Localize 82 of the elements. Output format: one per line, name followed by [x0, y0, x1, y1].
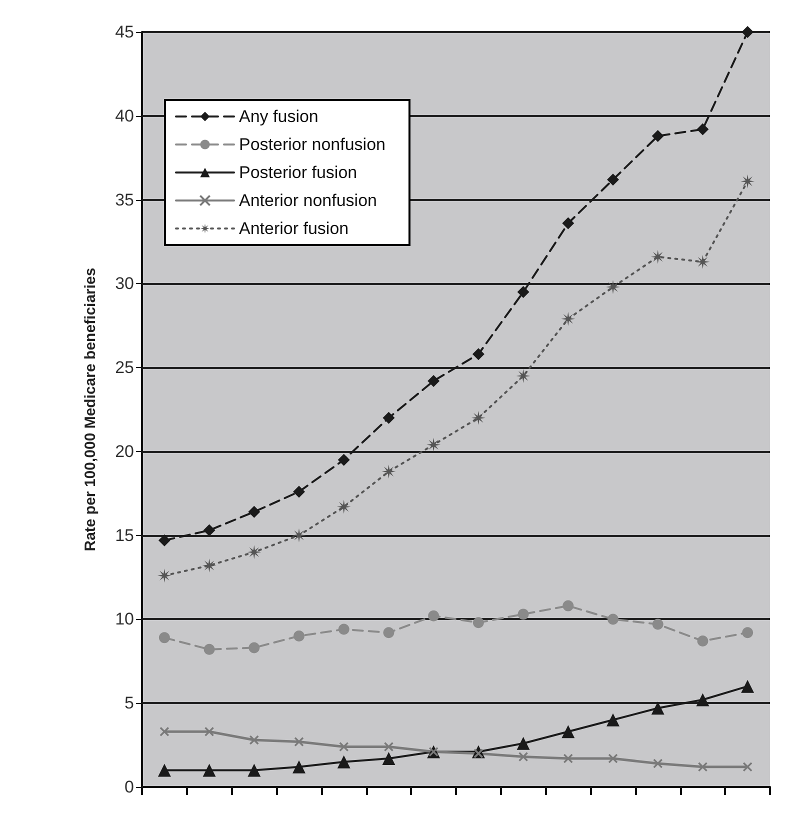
point: [562, 217, 574, 230]
point: [248, 764, 261, 777]
point: [606, 713, 620, 726]
y-tick-label: 5: [124, 694, 134, 713]
point: [202, 764, 216, 777]
point: [428, 374, 440, 387]
point: [158, 632, 170, 644]
point: [562, 600, 574, 612]
legend-label: Posterior nonfusion: [239, 135, 386, 154]
point: [608, 614, 618, 625]
point: [652, 130, 664, 142]
point: [248, 642, 260, 654]
point: [247, 545, 262, 560]
point: [338, 624, 350, 635]
point: [742, 762, 752, 772]
point: [337, 755, 350, 768]
point: [516, 368, 530, 383]
point: [382, 752, 396, 765]
point: [338, 454, 350, 466]
point: [248, 506, 260, 518]
point: [471, 410, 486, 425]
y-tick-label: 15: [115, 526, 134, 545]
point: [696, 693, 710, 706]
point: [697, 636, 708, 647]
point: [518, 752, 528, 762]
point: [203, 524, 216, 536]
point: [740, 174, 755, 188]
y-tick-label: 25: [115, 358, 134, 378]
point: [202, 558, 216, 573]
point: [292, 528, 306, 542]
point: [698, 762, 708, 772]
point: [563, 754, 574, 764]
y-axis-title: Rate per 100,000 Medicare beneficiaries: [82, 268, 99, 552]
point: [517, 286, 530, 298]
point: [204, 644, 215, 655]
point: [652, 758, 663, 768]
point: [336, 500, 351, 514]
y-tick-label: 40: [115, 106, 134, 126]
point: [294, 736, 304, 747]
point: [158, 534, 170, 546]
point: [157, 568, 172, 583]
point: [160, 726, 170, 737]
point: [651, 702, 664, 715]
point: [696, 123, 709, 136]
legend-label: Anterior fusion: [239, 219, 349, 238]
point: [516, 736, 530, 750]
point: [249, 735, 260, 745]
point: [561, 312, 576, 326]
point: [292, 760, 306, 774]
y-tick-label: 30: [115, 274, 134, 294]
point: [606, 280, 620, 294]
point: [293, 486, 305, 498]
point: [741, 680, 754, 693]
y-tick-label: 35: [115, 190, 134, 210]
y-tick-label: 20: [115, 442, 134, 461]
point: [696, 254, 710, 269]
y-tick-label: 45: [115, 22, 134, 42]
point: [742, 627, 754, 638]
point: [158, 764, 171, 777]
point: [607, 174, 619, 186]
point: [562, 725, 575, 738]
point: [650, 250, 665, 264]
point: [518, 608, 529, 620]
point: [382, 412, 395, 424]
point: [383, 627, 394, 638]
point: [384, 742, 394, 752]
y-tick-label: 0: [124, 778, 134, 796]
point: [338, 742, 349, 752]
point: [426, 438, 441, 452]
point: [472, 617, 484, 628]
legend-label: Posterior fusion: [239, 163, 358, 182]
legend-label: Any fusion: [239, 107, 318, 126]
point: [204, 726, 214, 737]
point: [472, 348, 484, 360]
legend-label: Anterior nonfusion: [239, 191, 377, 210]
y-tick-label: 10: [115, 610, 134, 629]
point: [294, 630, 304, 642]
point: [652, 618, 664, 630]
point: [742, 26, 754, 38]
point: [382, 464, 396, 479]
point: [608, 754, 618, 764]
point: [428, 610, 440, 622]
